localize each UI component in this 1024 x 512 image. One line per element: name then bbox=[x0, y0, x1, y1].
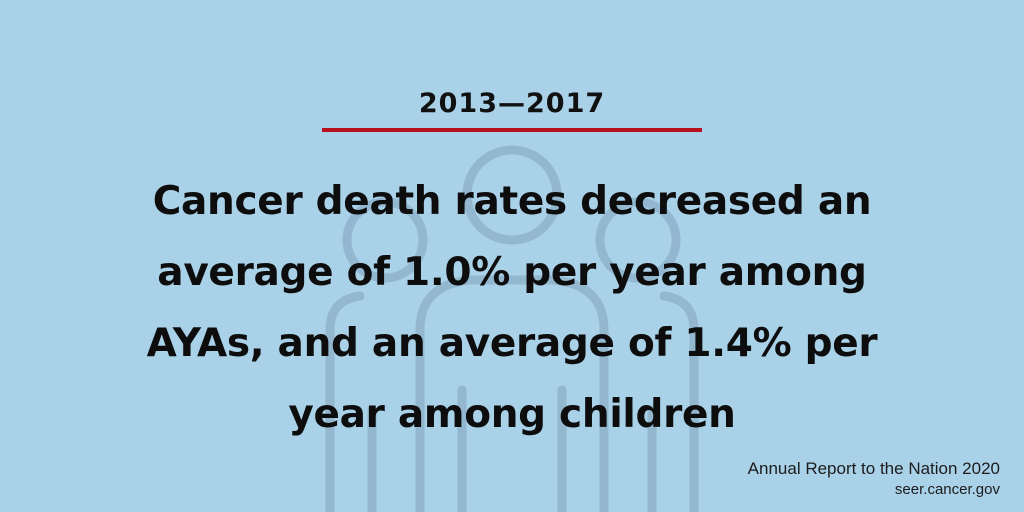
website-url: seer.cancer.gov bbox=[894, 481, 1000, 498]
date-range-label: 2013—2017 bbox=[418, 88, 606, 119]
date-range-underline bbox=[322, 128, 702, 132]
headline-line-1: Cancer death rates decreased an bbox=[152, 179, 872, 224]
source-footer: Annual Report to the Nation 2020 seer.ca… bbox=[748, 458, 1000, 500]
headline-line-2: average of 1.0% per year among bbox=[157, 250, 867, 295]
headline-line-3: AYAs, and an average of 1.4% per bbox=[146, 321, 878, 366]
headline-line-4: year among children bbox=[288, 392, 736, 437]
report-title: Annual Report to the Nation 2020 bbox=[747, 459, 1000, 478]
headline-statistic: Cancer death rates decreased an average … bbox=[90, 166, 934, 450]
